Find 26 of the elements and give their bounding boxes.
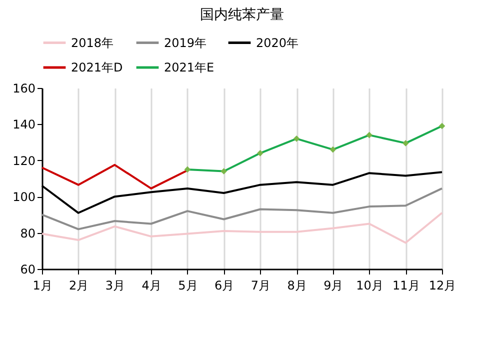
x-tick-label: 3月	[105, 278, 126, 292]
x-tick-label: 1月	[32, 278, 52, 292]
y-tick-label: 160	[12, 82, 36, 96]
chart-title: 国内纯苯产量	[200, 7, 284, 23]
x-tick-label: 2月	[69, 278, 89, 292]
x-tick-label: 9月	[324, 278, 344, 292]
x-tick-label: 10月	[356, 278, 384, 292]
x-tick-label: 4月	[142, 278, 162, 292]
y-tick-label: 100	[12, 190, 36, 204]
x-tick-label: 7月	[250, 278, 270, 292]
y-tick-label: 120	[12, 154, 36, 168]
x-tick-label: 8月	[287, 278, 307, 292]
legend-label: 2021年E	[164, 60, 214, 74]
line-series	[41, 187, 443, 230]
x-tick-label: 11月	[392, 278, 420, 292]
legend-label: 2020年	[256, 36, 299, 50]
legend-label: 2019年	[164, 36, 207, 50]
x-tick-label: 5月	[178, 278, 198, 292]
line-series	[41, 212, 443, 244]
y-tick-label: 80	[20, 226, 36, 240]
legend-label: 2021年D	[71, 60, 123, 74]
x-tick-label: 12月	[428, 278, 456, 292]
legend-label: 2018年	[71, 36, 114, 50]
y-tick-label: 60	[20, 262, 36, 276]
x-tick-label: 6月	[214, 278, 234, 292]
y-tick-label: 140	[12, 118, 36, 132]
